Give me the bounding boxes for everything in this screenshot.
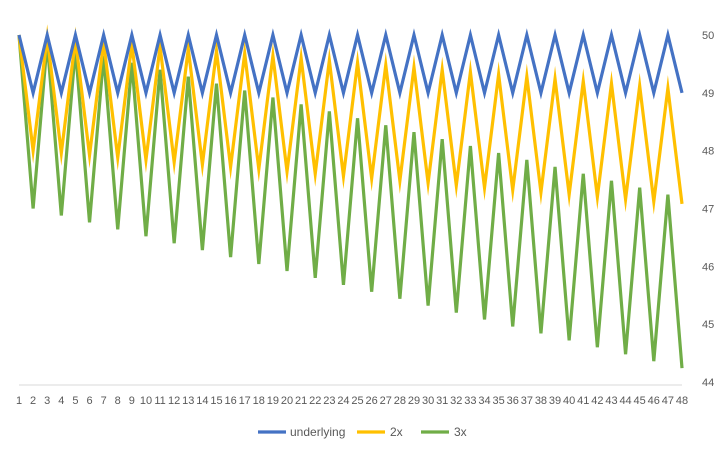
- series-line-3x: [17, 34, 684, 369]
- x-tick-label: 40: [563, 395, 575, 407]
- x-tick-label: 30: [422, 395, 434, 407]
- legend-label: 2x: [390, 425, 403, 439]
- x-tick-label: 7: [101, 395, 107, 407]
- x-tick-label: 19: [267, 395, 279, 407]
- x-tick-label: 13: [182, 395, 194, 407]
- x-tick-label: 48: [676, 395, 688, 407]
- legend-item-3x: 3x: [421, 425, 467, 439]
- x-tick-label: 12: [168, 395, 180, 407]
- legend-item-2x: 2x: [357, 425, 403, 439]
- y-tick-label: 48: [702, 146, 714, 158]
- x-tick-label: 6: [86, 395, 92, 407]
- x-tick-label: 41: [577, 395, 589, 407]
- series-line-underlying: [17, 28, 684, 100]
- x-axis-ticks: 1 2 3 4 5 6 7 8 9 10 11 12 13 14 15 16 17 18 19 20 21 22 23 24 2…: [16, 395, 688, 407]
- x-tick-label: 43: [605, 395, 617, 407]
- y-axis-ticks: 44 45 46 47 48 49 50: [702, 30, 714, 389]
- x-tick-label: 34: [478, 395, 490, 407]
- x-tick-label: 28: [394, 395, 406, 407]
- x-tick-label: 22: [309, 395, 321, 407]
- x-tick-label: 33: [464, 395, 476, 407]
- legend-label: underlying: [290, 425, 345, 439]
- x-tick-label: 24: [337, 395, 349, 407]
- x-tick-label: 10: [140, 395, 152, 407]
- x-tick-label: 37: [521, 395, 533, 407]
- x-tick-label: 16: [224, 395, 236, 407]
- x-tick-label: 32: [450, 395, 462, 407]
- x-tick-label: 39: [549, 395, 561, 407]
- x-tick-label: 15: [210, 395, 222, 407]
- x-tick-label: 26: [366, 395, 378, 407]
- y-tick-label: 45: [702, 319, 714, 331]
- x-tick-label: 2: [30, 395, 36, 407]
- x-tick-label: 35: [492, 395, 504, 407]
- x-tick-label: 11: [154, 395, 165, 407]
- y-tick-label: 49: [702, 88, 714, 100]
- x-tick-label: 4: [58, 395, 64, 407]
- series-line-2x: [17, 24, 684, 215]
- x-tick-label: 3: [44, 395, 50, 407]
- legend: underlying 2x 3x: [258, 425, 467, 439]
- legend-item-underlying: underlying: [258, 425, 345, 439]
- x-tick-label: 46: [648, 395, 660, 407]
- x-tick-label: 8: [115, 395, 121, 407]
- x-tick-label: 5: [72, 395, 78, 407]
- x-tick-label: 31: [436, 395, 448, 407]
- x-tick-label: 47: [662, 395, 674, 407]
- x-tick-label: 27: [380, 395, 392, 407]
- y-tick-label: 47: [702, 204, 714, 216]
- x-tick-label: 38: [535, 395, 547, 407]
- series-layer: [17, 24, 684, 369]
- x-tick-label: 42: [591, 395, 603, 407]
- x-tick-label: 29: [408, 395, 420, 407]
- x-tick-label: 45: [634, 395, 646, 407]
- x-tick-label: 17: [239, 395, 251, 407]
- x-tick-label: 44: [619, 395, 631, 407]
- y-tick-label: 46: [702, 261, 714, 273]
- x-tick-label: 9: [129, 395, 135, 407]
- x-tick-label: 14: [196, 395, 208, 407]
- x-tick-label: 21: [295, 395, 307, 407]
- x-tick-label: 20: [281, 395, 293, 407]
- x-tick-label: 18: [253, 395, 265, 407]
- y-tick-label: 44: [702, 377, 714, 389]
- legend-label: 3x: [454, 425, 467, 439]
- x-tick-label: 25: [351, 395, 363, 407]
- x-tick-label: 23: [323, 395, 335, 407]
- x-tick-label: 36: [507, 395, 519, 407]
- x-tick-label: 1: [16, 395, 22, 407]
- y-tick-label: 50: [702, 30, 714, 42]
